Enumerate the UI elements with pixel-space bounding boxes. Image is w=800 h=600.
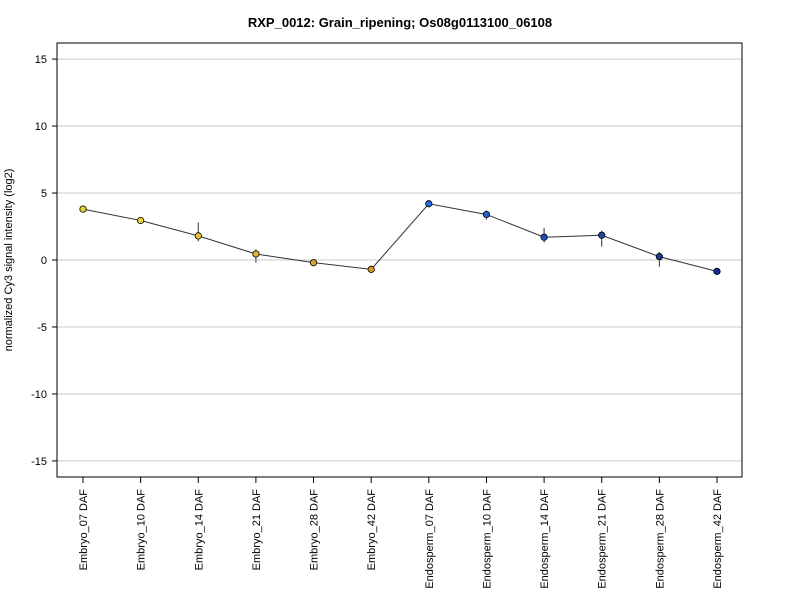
y-tick-label: 10 bbox=[35, 121, 47, 133]
x-axis: Embryo_07 DAF Embryo_10 DAF Embryo_14 DAF E… bbox=[78, 477, 724, 589]
x-tick-label: Embryo_10 DAF bbox=[136, 489, 148, 571]
x-tick-label: Embryo_21 DAF bbox=[251, 489, 263, 571]
x-tick-label: Embryo_28 DAF bbox=[309, 489, 321, 571]
data-point bbox=[713, 267, 721, 275]
x-tick-label: Endosperm_14 DAF bbox=[539, 489, 551, 589]
x-tick-label: Endosperm_28 DAF bbox=[654, 489, 666, 589]
data-point bbox=[367, 265, 375, 273]
x-tick-label: Endosperm_21 DAF bbox=[597, 489, 609, 589]
data-point bbox=[598, 231, 606, 239]
x-tick-label: Embryo_14 DAF bbox=[193, 489, 205, 571]
x-tick-label: Embryo_42 DAF bbox=[366, 489, 378, 571]
y-tick-label: -15 bbox=[31, 456, 47, 468]
series-line bbox=[82, 203, 718, 272]
data-point bbox=[482, 210, 491, 219]
data-point bbox=[137, 216, 145, 225]
y-tick-label: -10 bbox=[31, 389, 47, 401]
data-series bbox=[79, 200, 721, 275]
data-point bbox=[655, 253, 663, 261]
chart-title: RXP_0012: Grain_ripening; Os08g0113100_0… bbox=[248, 15, 552, 30]
x-tick-label: Embryo_07 DAF bbox=[78, 489, 90, 571]
data-point bbox=[540, 233, 548, 241]
y-tick-label: -5 bbox=[37, 322, 47, 334]
y-tick-label: 5 bbox=[41, 188, 47, 200]
x-tick-label: Endosperm_10 DAF bbox=[481, 489, 493, 589]
y-axis: 15 10 5 0 -5 -10 -15 bbox=[31, 54, 57, 468]
y-tick-label: 15 bbox=[35, 54, 47, 66]
grid-lines bbox=[57, 58, 742, 462]
y-tick-label: 0 bbox=[41, 255, 47, 267]
data-point bbox=[79, 205, 87, 213]
data-point bbox=[309, 259, 318, 267]
data-point bbox=[425, 200, 433, 208]
y-axis-label: normalized Cy3 signal intensity (log2) bbox=[3, 169, 15, 352]
data-point bbox=[194, 232, 202, 240]
x-tick-label: Endosperm_07 DAF bbox=[424, 489, 436, 589]
data-point bbox=[252, 250, 260, 258]
plot-frame bbox=[56, 42, 743, 478]
x-tick-label: Endosperm_42 DAF bbox=[712, 489, 724, 589]
